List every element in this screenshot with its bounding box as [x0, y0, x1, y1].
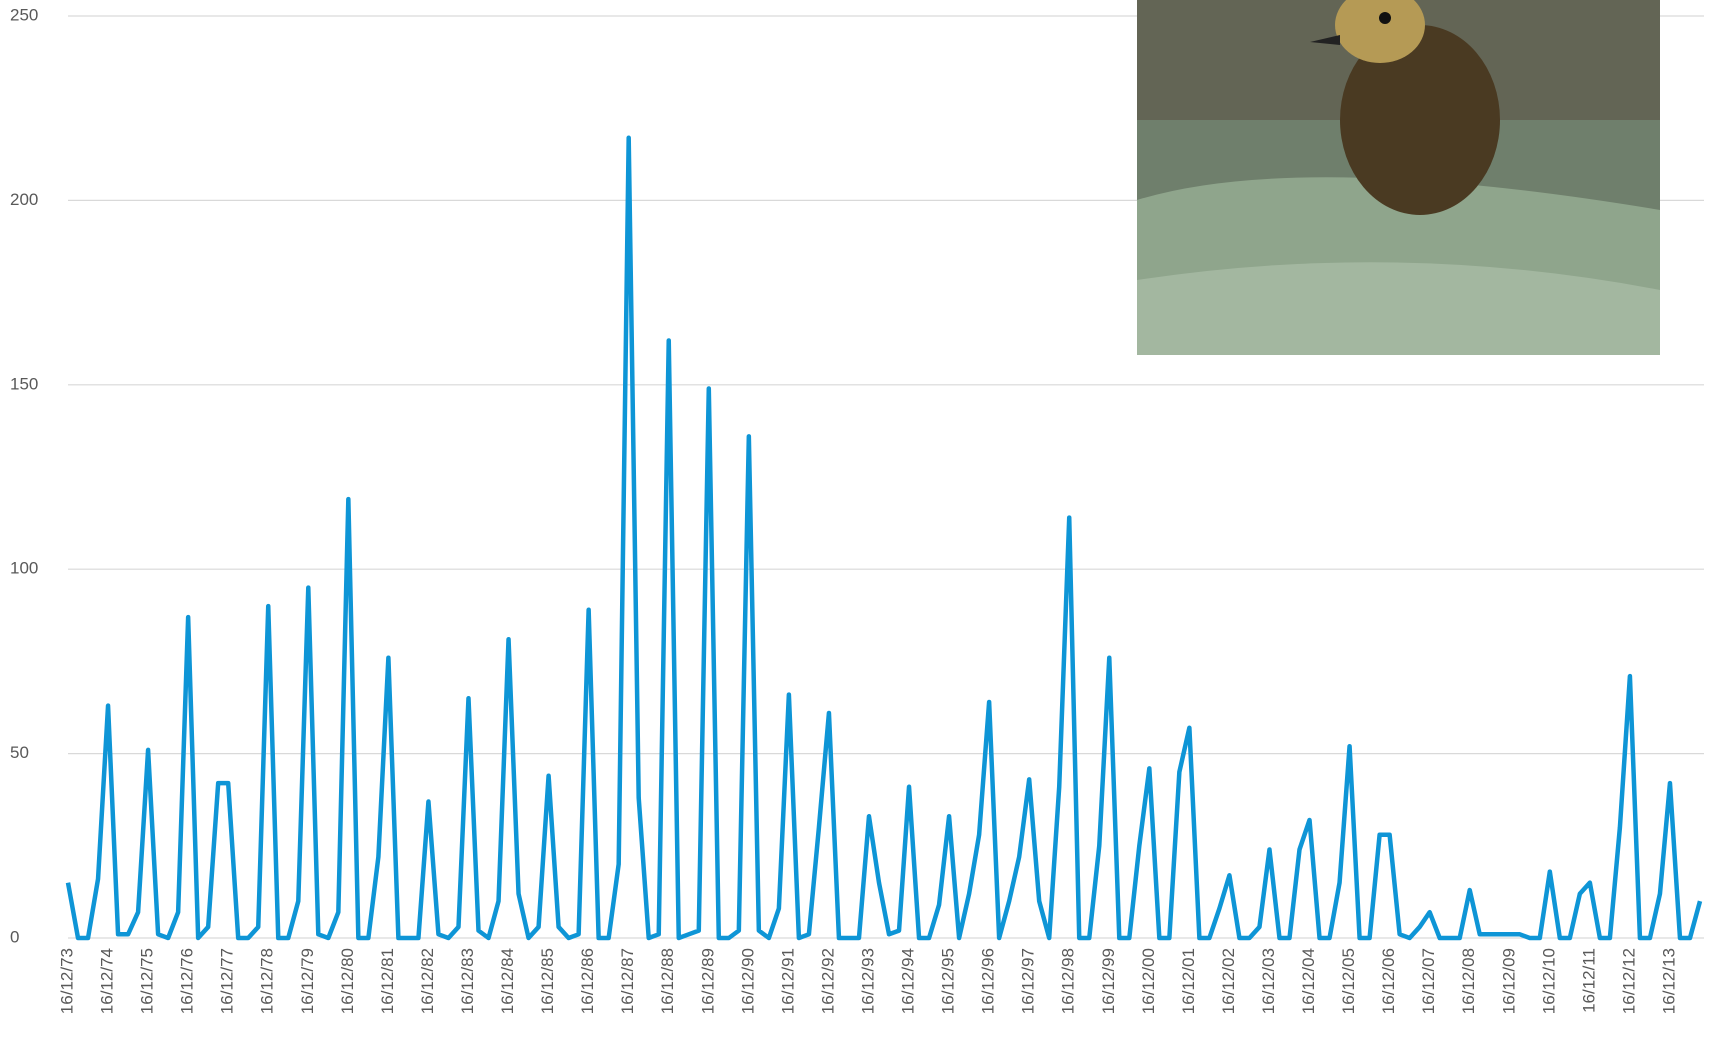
y-tick-label: 150 [10, 374, 38, 393]
x-tick-label: 16/12/98 [1059, 948, 1078, 1014]
x-tick-label: 16/12/91 [778, 948, 797, 1014]
x-tick-label: 16/12/97 [1019, 948, 1038, 1014]
x-tick-label: 16/12/78 [258, 948, 277, 1014]
y-tick-label: 50 [10, 743, 29, 762]
x-tick-label: 16/12/85 [538, 948, 557, 1014]
x-tick-label: 16/12/13 [1659, 948, 1678, 1014]
x-tick-label: 16/12/92 [818, 948, 837, 1014]
data-line [65, 135, 1703, 941]
x-tick-label: 16/12/80 [338, 948, 357, 1014]
x-tick-label: 16/12/02 [1219, 948, 1238, 1014]
x-tick-label: 16/12/82 [418, 948, 437, 1014]
x-tick-label: 16/12/06 [1379, 948, 1398, 1014]
x-tick-label: 16/12/07 [1419, 948, 1438, 1014]
x-tick-label: 16/12/81 [378, 948, 397, 1014]
x-tick-label: 16/12/83 [458, 948, 477, 1014]
y-tick-label: 200 [10, 190, 38, 209]
x-tick-label: 16/12/86 [578, 948, 597, 1014]
x-tick-label: 16/12/93 [858, 948, 877, 1014]
x-tick-label: 16/12/96 [979, 948, 998, 1014]
x-tick-label: 16/12/01 [1179, 948, 1198, 1014]
x-tick-label: 16/12/84 [498, 948, 517, 1014]
x-tick-label: 16/12/90 [738, 948, 757, 1014]
x-tick-label: 16/12/87 [618, 948, 637, 1014]
y-tick-label: 0 [10, 927, 19, 946]
x-tick-label: 16/12/77 [218, 948, 237, 1014]
x-tick-label: 16/12/00 [1139, 948, 1158, 1014]
x-tick-label: 16/12/04 [1299, 948, 1318, 1014]
x-tick-label: 16/12/10 [1539, 948, 1558, 1014]
x-tick-label: 16/12/75 [138, 948, 157, 1014]
x-tick-label: 16/12/03 [1259, 948, 1278, 1014]
x-tick-label: 16/12/12 [1619, 948, 1638, 1014]
y-tick-label: 100 [10, 559, 38, 578]
y-tick-label: 250 [10, 5, 38, 24]
x-tick-label: 16/12/95 [939, 948, 958, 1014]
x-tick-label: 16/12/05 [1339, 948, 1358, 1014]
x-tick-label: 16/12/76 [178, 948, 197, 1014]
x-tick-label: 16/12/88 [658, 948, 677, 1014]
x-tick-label: 16/12/09 [1499, 948, 1518, 1014]
bird-photo [1137, 0, 1660, 355]
x-tick-label: 16/12/94 [899, 948, 918, 1014]
x-tick-label: 16/12/11 [1579, 948, 1598, 1013]
x-tick-label: 16/12/08 [1459, 948, 1478, 1014]
x-tick-label: 16/12/79 [298, 948, 317, 1014]
x-tick-label: 16/12/74 [98, 948, 117, 1014]
x-tick-label: 16/12/89 [698, 948, 717, 1014]
x-tick-label: 16/12/73 [57, 948, 76, 1014]
x-tick-label: 16/12/99 [1099, 948, 1118, 1014]
